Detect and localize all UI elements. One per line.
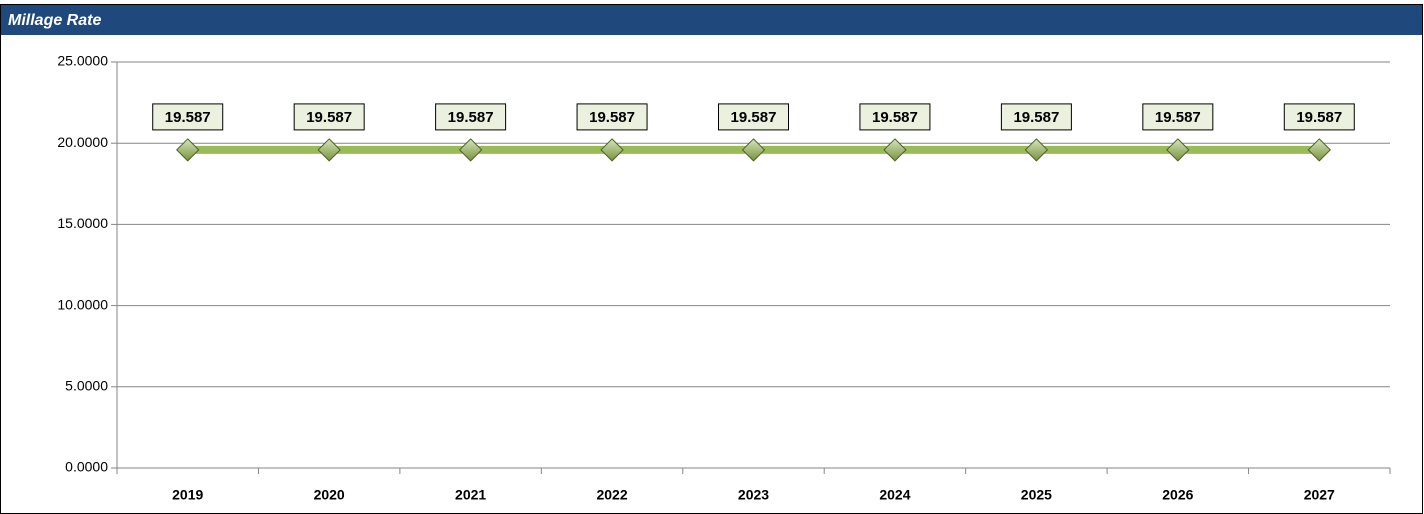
y-tick-label: 20.0000: [57, 134, 108, 150]
marker: [176, 138, 200, 162]
data-label-box: [1000, 103, 1072, 131]
x-tick-label: 2025: [1021, 487, 1052, 503]
data-label-box: [1142, 103, 1214, 131]
marker: [1166, 138, 1190, 162]
y-tick-label: 10.0000: [57, 296, 108, 312]
data-label: 19.587: [293, 103, 365, 131]
data-label-text: 19.587: [872, 109, 918, 126]
marker: [741, 138, 766, 162]
marker: [883, 138, 907, 162]
data-label-box: [576, 103, 648, 131]
data-label: 19.587: [859, 103, 931, 131]
x-tick-label: 2023: [738, 487, 769, 503]
frame: [0, 4, 1423, 514]
marker: [458, 138, 483, 162]
y-tick-label: 15.0000: [57, 215, 108, 231]
marker: [1307, 138, 1331, 162]
marker: [317, 138, 341, 162]
y-tick-label: 25.0000: [57, 53, 108, 69]
x-tick-label: 2021: [455, 487, 486, 503]
header-bar: [1, 5, 1422, 35]
data-label-box: [859, 103, 931, 131]
y-tick-label: 0.0000: [65, 459, 108, 475]
data-label-text: 19.587: [306, 109, 352, 126]
x-tick-label: 2020: [314, 487, 345, 503]
data-label-text: 19.587: [448, 109, 494, 126]
x-tick-label: 2019: [172, 487, 203, 503]
data-label-text: 19.587: [1296, 109, 1342, 126]
x-tick-label: 2024: [879, 487, 910, 503]
data-label: 19.587: [152, 103, 224, 131]
marker: [600, 138, 624, 162]
data-label-box: [718, 103, 789, 131]
data-label-text: 19.587: [165, 109, 211, 126]
data-label: 19.587: [576, 103, 648, 131]
data-label-text: 19.587: [731, 109, 777, 126]
data-label-box: [152, 103, 224, 131]
data-label-text: 19.587: [589, 109, 635, 126]
data-label-box: [1283, 103, 1355, 131]
marker: [1024, 138, 1049, 162]
data-label: 19.587: [1000, 103, 1072, 131]
data-label: 19.587: [718, 103, 789, 131]
x-tick-label: 2026: [1162, 487, 1193, 503]
data-label-box: [293, 103, 365, 131]
x-tick-label: 2022: [596, 487, 627, 503]
data-label: 19.587: [1142, 103, 1214, 131]
x-tick-label: 2027: [1304, 487, 1335, 503]
data-label-text: 19.587: [1013, 109, 1059, 126]
data-label: 19.587: [1283, 103, 1355, 131]
data-label-text: 19.587: [1155, 109, 1201, 126]
data-label: 19.587: [435, 103, 507, 131]
data-label-box: [435, 103, 507, 131]
y-tick-label: 5.0000: [65, 378, 108, 394]
chart-title: Millage Rate: [8, 12, 101, 29]
